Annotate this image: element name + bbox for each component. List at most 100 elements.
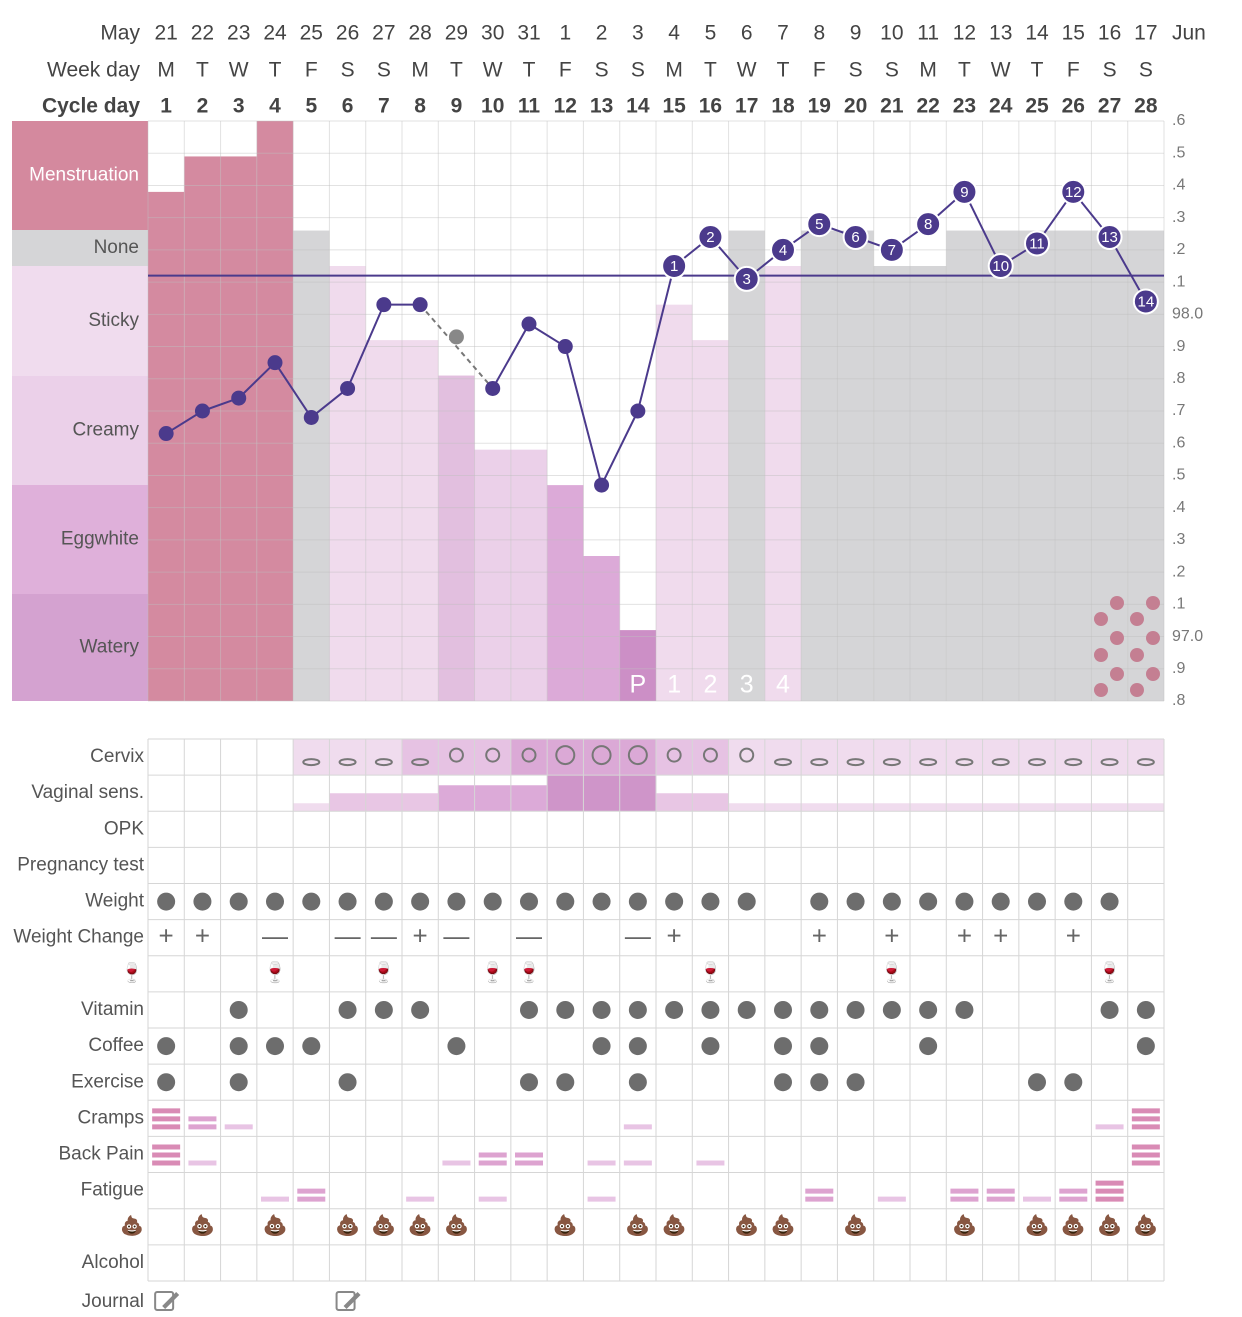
week-day: M bbox=[411, 59, 429, 82]
date-label: 12 bbox=[953, 22, 976, 45]
y-tick-label: .6 bbox=[1172, 434, 1185, 451]
cervix-symbol bbox=[739, 747, 755, 763]
cervix-shade bbox=[801, 739, 838, 776]
change-sign: — bbox=[625, 921, 651, 951]
cycle-day: 7 bbox=[378, 95, 390, 118]
fluid-band bbox=[12, 376, 148, 485]
date-label: 24 bbox=[263, 22, 287, 45]
cervix-shade bbox=[692, 739, 729, 776]
fluid-bar bbox=[148, 191, 185, 701]
dot bbox=[701, 1000, 720, 1019]
dot bbox=[520, 1000, 538, 1019]
dot bbox=[1028, 1073, 1046, 1092]
dot bbox=[955, 1000, 974, 1019]
row-label: Pregnancy test bbox=[17, 854, 144, 875]
dot bbox=[1100, 1000, 1119, 1019]
peak-marker: 1 bbox=[667, 671, 681, 699]
symptom-bar bbox=[224, 1124, 253, 1130]
symptom-bar bbox=[1095, 1124, 1124, 1130]
fluid-bar bbox=[293, 230, 330, 702]
dot bbox=[919, 892, 938, 911]
symptom-bar bbox=[478, 1152, 507, 1158]
point-label: 12 bbox=[1065, 184, 1082, 201]
week-day: T bbox=[1031, 59, 1044, 82]
row-label: Alcohol bbox=[82, 1252, 144, 1273]
icon: 💩 bbox=[1097, 1213, 1122, 1237]
cervix-symbol bbox=[991, 758, 1010, 767]
icon: 💩 bbox=[952, 1213, 977, 1237]
temp-point bbox=[1096, 224, 1123, 250]
icon: 🍷 bbox=[879, 960, 904, 984]
week-day: T bbox=[196, 59, 209, 82]
dot bbox=[447, 1037, 466, 1056]
week-day: S bbox=[885, 59, 899, 82]
week-day: T bbox=[269, 59, 282, 82]
symptom-bar bbox=[623, 1160, 652, 1166]
icon: 💩 bbox=[1025, 1213, 1050, 1237]
symptom-bar bbox=[1095, 1196, 1124, 1202]
dot bbox=[1064, 892, 1083, 911]
sensation-band bbox=[510, 785, 548, 812]
temp-point bbox=[661, 253, 688, 279]
cervix-symbol bbox=[411, 758, 430, 767]
fluid-bar bbox=[619, 630, 656, 701]
symptom-bar bbox=[950, 1188, 979, 1194]
symptom-bar bbox=[805, 1196, 834, 1202]
dot bbox=[919, 1000, 938, 1019]
date-label: 28 bbox=[408, 22, 431, 45]
temp-point bbox=[231, 390, 247, 406]
fluid-bar bbox=[184, 156, 221, 701]
icon: 💩 bbox=[1133, 1213, 1158, 1237]
symptom-bar bbox=[1131, 1108, 1160, 1114]
cervix-symbol bbox=[810, 758, 829, 767]
cycle-day: 9 bbox=[451, 95, 463, 118]
fluid-bar bbox=[220, 156, 257, 701]
week-day: M bbox=[157, 59, 175, 82]
sensation-band bbox=[728, 803, 765, 812]
dot bbox=[374, 892, 393, 911]
y-tick-label: .1 bbox=[1172, 596, 1185, 613]
icon: 💩 bbox=[771, 1213, 796, 1237]
date-label: 27 bbox=[372, 22, 395, 45]
date-label: 21 bbox=[154, 22, 177, 45]
sensation-band bbox=[692, 793, 729, 812]
dot bbox=[556, 892, 575, 911]
y-tick-label: .8 bbox=[1172, 692, 1185, 709]
dot bbox=[1064, 1073, 1083, 1092]
sensation-band bbox=[365, 793, 402, 812]
date-label: 10 bbox=[880, 22, 903, 45]
cervix-shade bbox=[474, 739, 511, 776]
week-day: T bbox=[523, 59, 536, 82]
month-start: May bbox=[100, 22, 140, 45]
row-label: Vitamin bbox=[81, 999, 144, 1020]
sensation-band bbox=[837, 803, 874, 812]
row-label: Weight Change bbox=[13, 927, 144, 948]
symptom-bar bbox=[297, 1188, 326, 1194]
y-tick-label: .6 bbox=[1172, 112, 1185, 129]
symptom-bar bbox=[805, 1188, 834, 1194]
dot bbox=[810, 1037, 829, 1056]
temp-segment bbox=[274, 362, 313, 418]
symptom-bar bbox=[1131, 1144, 1160, 1150]
cycle-day-label: Cycle day bbox=[42, 95, 140, 118]
fluid-label: Sticky bbox=[88, 310, 139, 331]
excluded-segment bbox=[419, 304, 494, 390]
cervix-symbol bbox=[302, 758, 321, 767]
symptom-bar bbox=[515, 1152, 543, 1158]
change-sign: + bbox=[957, 921, 972, 951]
icon: 🍷 bbox=[480, 960, 505, 984]
fluid-bar bbox=[583, 556, 620, 701]
cervix-symbol bbox=[955, 758, 974, 767]
point-label: 2 bbox=[706, 229, 714, 246]
point-label: 6 bbox=[851, 229, 859, 246]
temp-point bbox=[412, 297, 428, 313]
symptom-bar bbox=[1131, 1160, 1160, 1166]
row-label: Fatigue bbox=[81, 1180, 144, 1201]
dot bbox=[701, 1037, 720, 1056]
cervix-symbol bbox=[1028, 758, 1046, 767]
row-label: Cervix bbox=[90, 746, 144, 767]
dot bbox=[810, 1073, 829, 1092]
fluid-bar bbox=[402, 340, 439, 701]
symptom-bar bbox=[152, 1108, 181, 1114]
dot bbox=[774, 1073, 792, 1092]
